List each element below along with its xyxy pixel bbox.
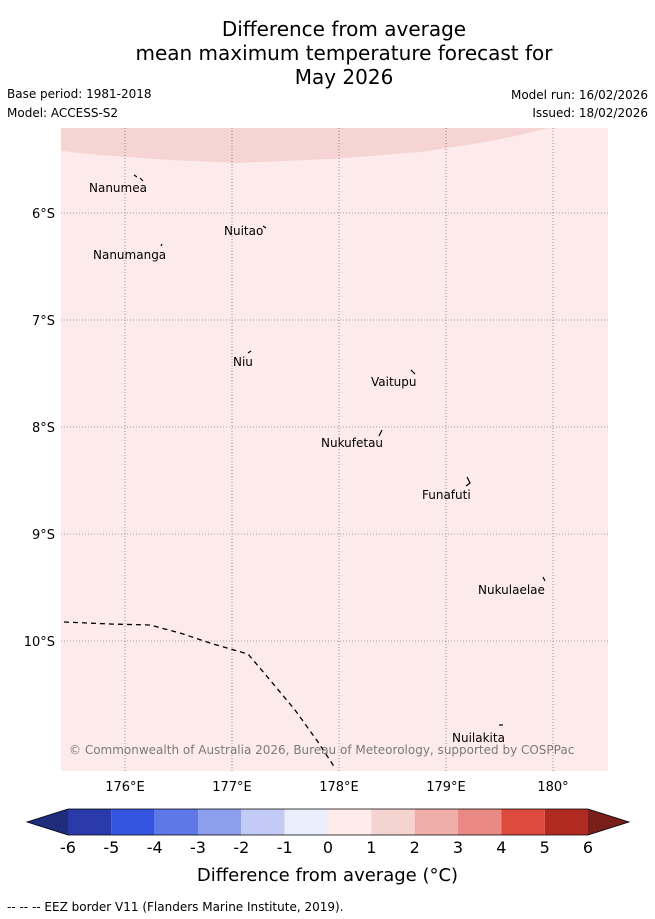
colorbar-bin <box>544 809 588 835</box>
colorbar-tick: 6 <box>583 838 593 857</box>
island-niu <box>247 350 252 354</box>
colorbar-tick: 1 <box>366 838 376 857</box>
place-label: Nukulaelae <box>478 583 545 597</box>
island-vaitupu <box>410 369 416 375</box>
colorbar-bin <box>154 809 198 835</box>
colorbar-tick: 3 <box>453 838 463 857</box>
colorbar-ticks: -6 -5 -4 -3 -2 -1 0 1 2 3 4 5 6 <box>60 838 593 857</box>
colorbar-bin <box>284 809 328 835</box>
colorbar-bin <box>328 809 372 835</box>
lon-axis: 176°E 177°E 178°E 179°E 180° <box>105 780 568 795</box>
gridlines <box>61 128 608 771</box>
colorbar-bin <box>458 809 502 835</box>
chart-title: Difference from average mean maximum tem… <box>0 17 655 89</box>
colorbar-bin <box>241 809 285 835</box>
colorbar-tick: -2 <box>233 838 249 857</box>
eez-border <box>63 621 336 769</box>
lon-label: 178°E <box>319 780 359 795</box>
map-frame <box>61 128 608 771</box>
colorbar-tick: 4 <box>496 838 506 857</box>
title-line-2: mean maximum temperature forecast for <box>135 41 553 65</box>
lat-label: 9°S <box>32 528 55 543</box>
colorbar <box>25 808 631 836</box>
colorbar-over-arrow <box>588 809 629 835</box>
island-shapes <box>133 174 546 726</box>
lat-label: 10°S <box>24 635 55 650</box>
colorbar-bin <box>371 809 415 835</box>
model-run: Model run: 16/02/2026 <box>510 88 648 102</box>
map-background <box>61 128 608 771</box>
colorbar-tick: -1 <box>277 838 293 857</box>
place-label: Nukufetau <box>321 436 383 450</box>
island-nukufetau <box>378 429 383 437</box>
lat-label: 8°S <box>32 421 55 436</box>
place-label: Nanumea <box>89 181 147 195</box>
anomaly-region-upper <box>61 128 548 163</box>
colorbar-tick: -6 <box>60 838 76 857</box>
lon-label: 179°E <box>426 780 466 795</box>
colorbar-tick: -3 <box>190 838 206 857</box>
colorbar-tick: 0 <box>323 838 333 857</box>
copyright-notice: © Commonwealth of Australia 2026, Bureau… <box>69 743 574 757</box>
lon-label: 176°E <box>105 780 145 795</box>
lat-label: 7°S <box>32 314 55 329</box>
issued-date: Issued: 18/02/2026 <box>532 106 648 120</box>
colorbar-outline <box>25 808 631 836</box>
colorbar-bin <box>68 809 112 835</box>
title-line-1: Difference from average <box>221 17 467 41</box>
title-line-3: May 2026 <box>294 65 394 89</box>
colorbar-bin <box>111 809 155 835</box>
place-label: Niu <box>233 355 253 369</box>
lon-label: 180° <box>537 780 568 795</box>
island-nukulaelae <box>542 576 546 582</box>
colorbar-tick: -5 <box>103 838 119 857</box>
colorbar-bin <box>414 809 458 835</box>
colorbar-tick: 5 <box>540 838 550 857</box>
island-funafuti <box>465 476 471 487</box>
island-nuitao <box>262 225 267 229</box>
colorbar-under-arrow <box>27 809 68 835</box>
lon-label: 177°E <box>212 780 252 795</box>
lat-axis: 6°S 7°S 8°S 9°S 10°S <box>24 207 55 650</box>
place-label: Nuilakita <box>452 731 505 745</box>
lat-label: 6°S <box>32 207 55 222</box>
place-label: Funafuti <box>422 488 471 502</box>
colorbar-label: Difference from average (°C) <box>196 865 459 886</box>
colorbar-tick: -4 <box>147 838 163 857</box>
place-label: Nuitao <box>224 224 263 238</box>
base-period: Base period: 1981-2018 <box>7 87 152 101</box>
eez-legend-note: -- -- -- EEZ border V11 (Flanders Marine… <box>7 900 344 914</box>
colorbar-bin <box>198 809 242 835</box>
colorbar-bin <box>501 809 545 835</box>
island-nanumea <box>133 174 144 182</box>
island-nanumanga <box>160 243 163 247</box>
place-label: Nanumanga <box>93 248 166 262</box>
place-label: Vaitupu <box>371 375 417 389</box>
colorbar-tick: 2 <box>410 838 420 857</box>
model-name: Model: ACCESS-S2 <box>7 106 119 120</box>
